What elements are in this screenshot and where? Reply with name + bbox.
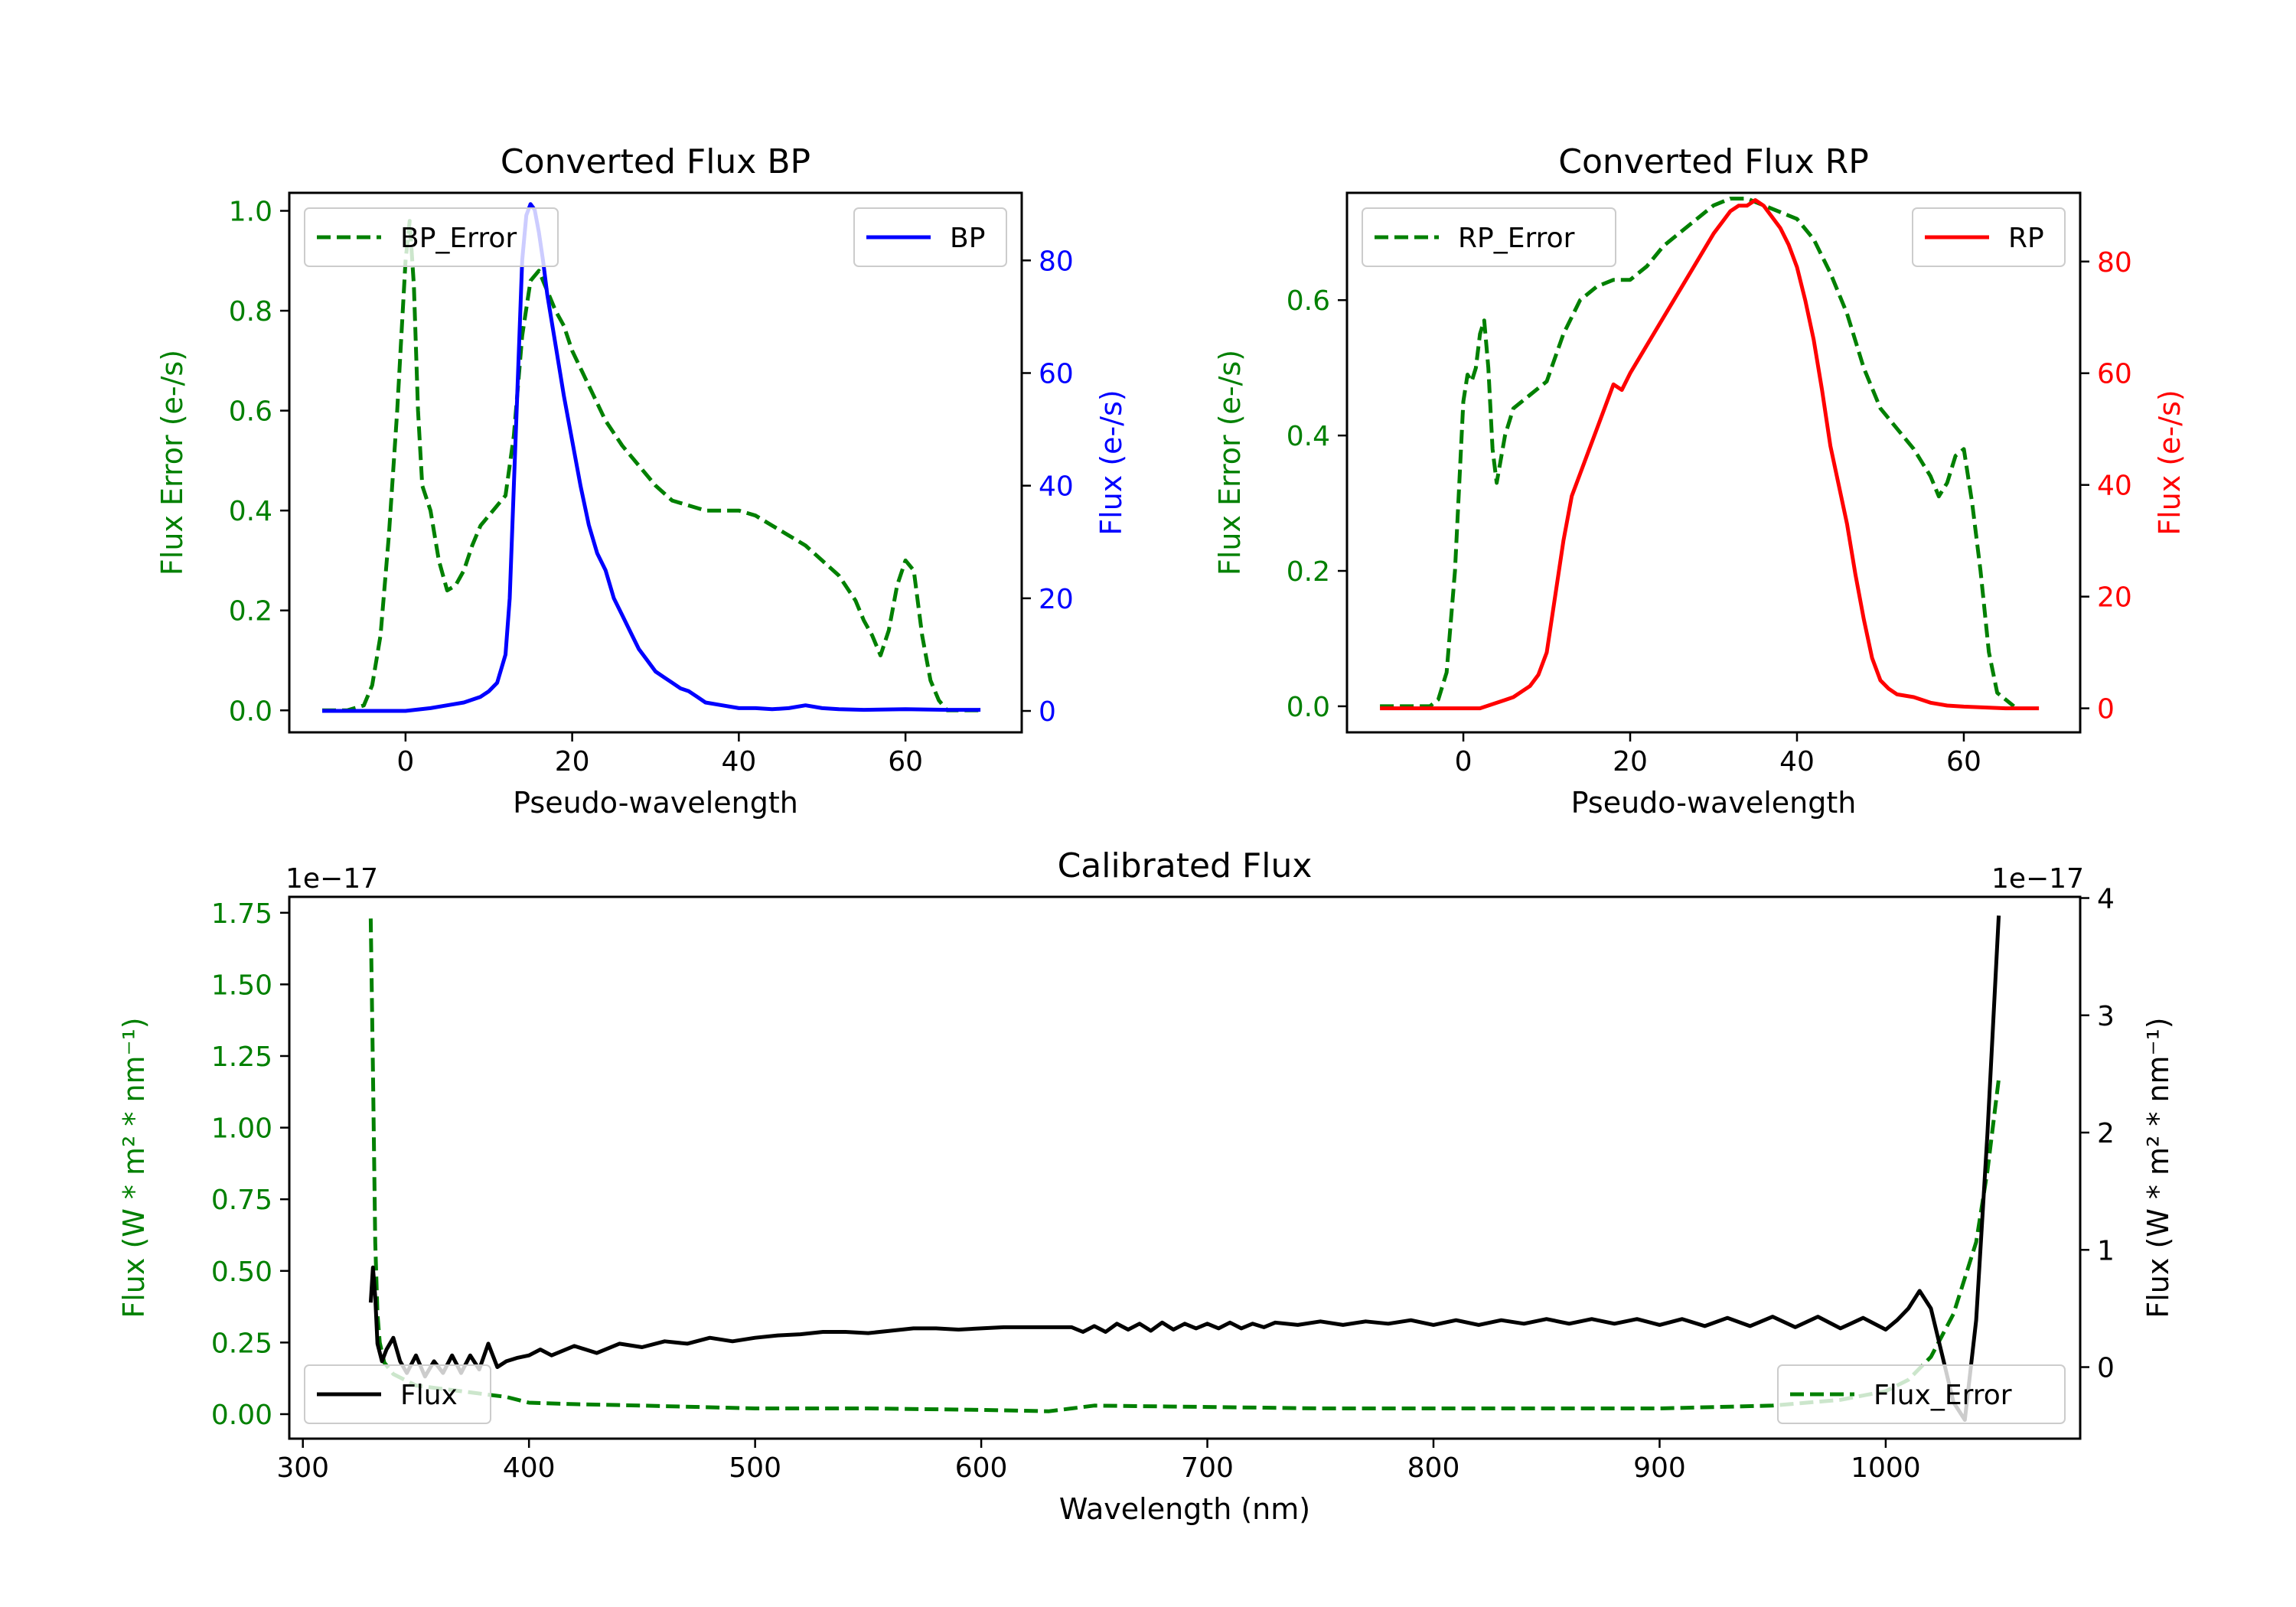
left-y-tick-label: 0.4 — [1287, 421, 1330, 452]
right-y-tick-label: 80 — [2097, 247, 2132, 279]
legend-label: Flux_Error — [1874, 1380, 2012, 1411]
x-tick-label: 800 — [1407, 1452, 1460, 1484]
left-y-tick-label: 1.75 — [211, 898, 272, 930]
x-tick-label: 40 — [721, 746, 756, 777]
legend-label: BP — [950, 223, 985, 254]
series-line-flux — [368, 915, 2001, 1422]
x-tick-label: 600 — [955, 1452, 1008, 1484]
chart-title: Converted Flux RP — [1558, 142, 1869, 181]
x-tick-label: 1000 — [1851, 1452, 1921, 1484]
x-tick-label: 700 — [1181, 1452, 1234, 1484]
right-y-tick-label: 40 — [1039, 471, 1074, 503]
right-y-tick-label: 80 — [1039, 246, 1074, 277]
legend-label: BP_Error — [400, 223, 517, 254]
left-y-tick-label: 0.6 — [229, 396, 272, 428]
right-y-tick-label: 60 — [2097, 359, 2132, 390]
right-y-tick-label: 40 — [2097, 471, 2132, 502]
x-tick-label: 400 — [503, 1452, 556, 1484]
plot-frame — [288, 191, 1023, 734]
x-tick-label: 20 — [555, 746, 590, 777]
left-offset-text: 1e−17 — [285, 863, 378, 895]
legend-label: Flux — [400, 1380, 458, 1411]
series-line-bp-error — [322, 219, 981, 712]
series-group — [322, 202, 981, 713]
x-tick-label: 60 — [1946, 746, 1981, 777]
left-y-tick-label: 1.00 — [211, 1113, 272, 1145]
right-y-tick-label: 3 — [2097, 1001, 2115, 1032]
right-y-tick-label: 0 — [2097, 694, 2115, 725]
series-line-bp — [322, 202, 981, 713]
right-y-tick-label: 4 — [2097, 884, 2115, 915]
left-y-tick-label: 0.2 — [229, 596, 272, 627]
left-y-tick-label: 1.25 — [211, 1041, 272, 1073]
legend-label: RP — [2008, 223, 2044, 254]
right-y-axis-label: Flux (W * m² * nm⁻¹) — [2141, 1017, 2175, 1318]
chart-title: Converted Flux BP — [501, 142, 810, 181]
chart-title: Calibrated Flux — [1058, 846, 1313, 885]
x-axis-label: Pseudo-wavelength — [1571, 786, 1857, 820]
right-y-tick-label: 0 — [1039, 696, 1056, 728]
left-y-tick-label: 0.8 — [229, 296, 272, 328]
right-y-tick-label: 60 — [1039, 358, 1074, 390]
x-tick-label: 900 — [1633, 1452, 1686, 1484]
series-group — [1380, 197, 2040, 711]
right-y-axis-label: Flux (e-/s) — [2153, 390, 2187, 535]
x-tick-label: 0 — [396, 746, 414, 777]
right-y-axis-label: Flux (e-/s) — [1094, 390, 1128, 535]
left-y-tick-label: 1.50 — [211, 970, 272, 1001]
right-offset-text: 1e−17 — [1991, 863, 2084, 895]
plot-frame — [288, 895, 2082, 1440]
left-y-tick-label: 0.50 — [211, 1257, 272, 1288]
left-y-tick-label: 0.75 — [211, 1185, 272, 1216]
legend-box — [1362, 207, 1616, 267]
legend-box — [304, 1364, 491, 1424]
left-y-tick-label: 0.0 — [1287, 692, 1330, 723]
left-y-tick-label: 0.4 — [229, 496, 272, 527]
left-y-axis-label: Flux Error (e-/s) — [1213, 350, 1247, 575]
legend-box — [304, 207, 559, 267]
x-tick-label: 40 — [1779, 746, 1815, 777]
left-y-axis-label: Flux (W * m² * nm⁻¹) — [117, 1017, 151, 1318]
x-tick-label: 0 — [1455, 746, 1473, 777]
left-y-axis-label: Flux Error (e-/s) — [155, 350, 189, 575]
right-y-tick-label: 20 — [2097, 582, 2132, 614]
legend-label: RP_Error — [1458, 223, 1575, 254]
series-line-rp-error — [1380, 197, 2015, 709]
right-y-tick-label: 1 — [2097, 1235, 2115, 1266]
x-tick-label: 300 — [276, 1452, 329, 1484]
left-y-tick-label: 0.6 — [1287, 285, 1330, 317]
left-y-tick-label: 0.0 — [229, 696, 272, 727]
legend-box — [1777, 1364, 2066, 1424]
right-y-tick-label: 20 — [1039, 584, 1074, 615]
right-y-tick-label: 2 — [2097, 1118, 2115, 1149]
left-y-tick-label: 1.0 — [229, 197, 272, 228]
x-axis-label: Wavelength (nm) — [1059, 1492, 1310, 1526]
x-tick-label: 60 — [888, 746, 923, 777]
series-line-rp — [1380, 198, 2040, 711]
plot-frame — [1345, 191, 2082, 734]
left-y-tick-label: 0.2 — [1287, 556, 1330, 588]
x-tick-label: 20 — [1613, 746, 1648, 777]
left-y-tick-label: 0.00 — [211, 1400, 272, 1431]
left-y-tick-label: 0.25 — [211, 1328, 272, 1359]
x-axis-label: Pseudo-wavelength — [513, 786, 798, 820]
right-y-tick-label: 0 — [2097, 1353, 2115, 1384]
x-tick-label: 500 — [729, 1452, 781, 1484]
